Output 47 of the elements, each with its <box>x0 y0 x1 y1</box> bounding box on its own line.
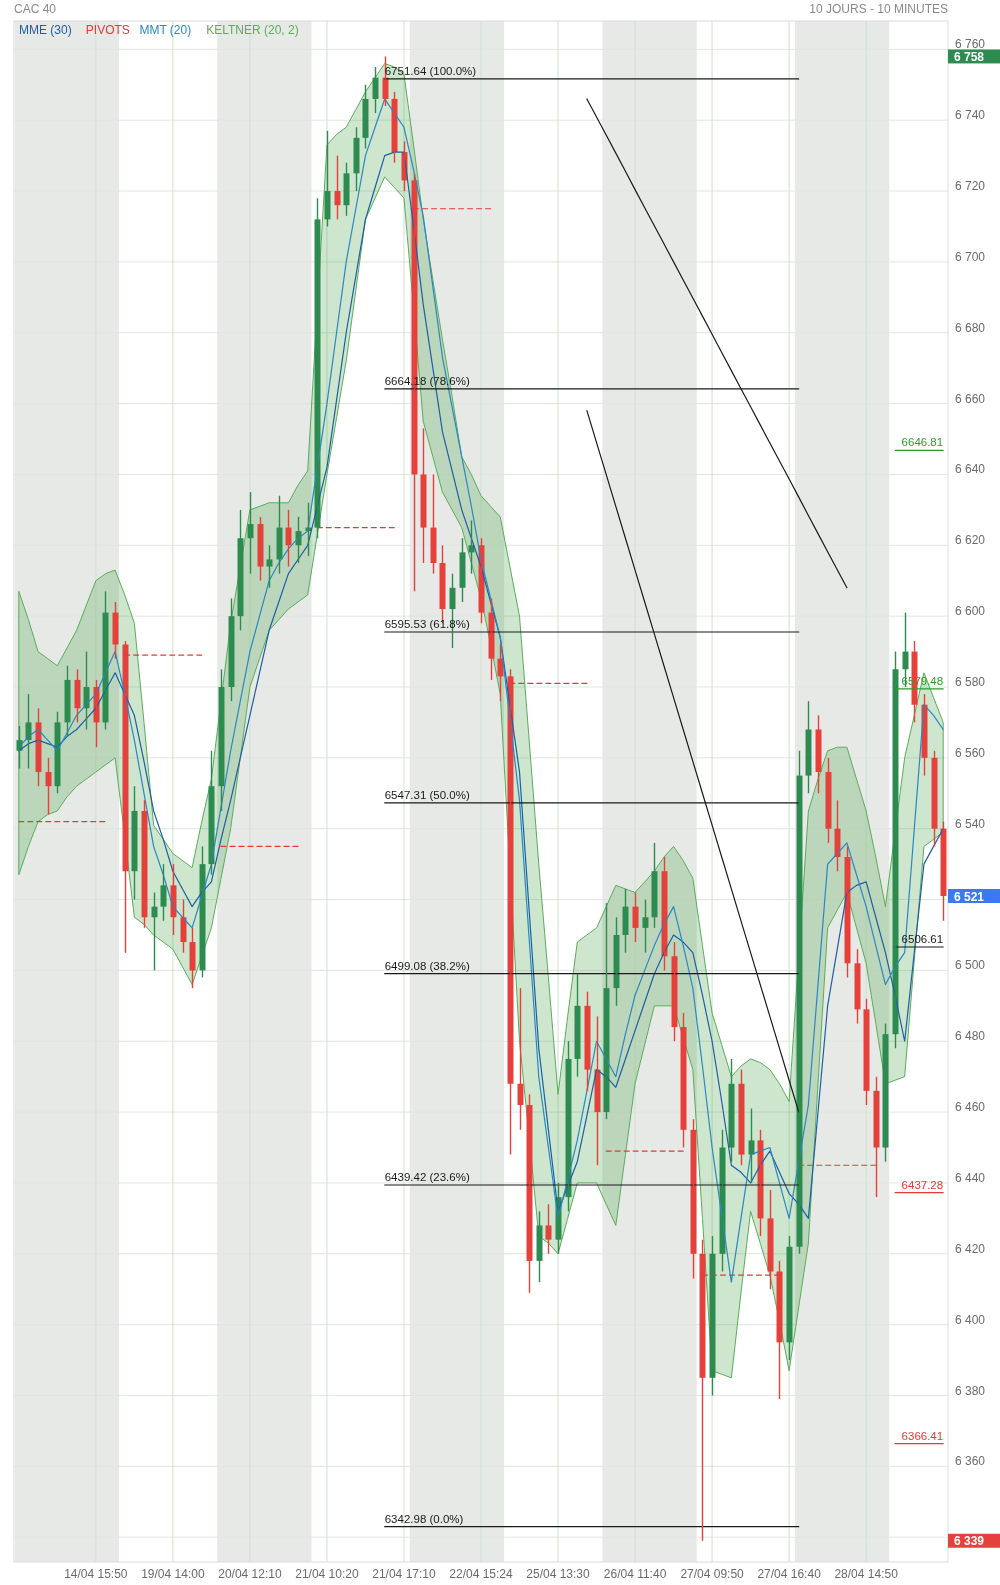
y-tick-label: 6 339 <box>954 1534 985 1549</box>
y-tick-label: 6 620 <box>955 533 986 548</box>
y-tick-label: 6 420 <box>955 1241 986 1256</box>
y-tick-label: 6 480 <box>955 1029 986 1044</box>
chart-title: CAC 40 <box>14 2 57 16</box>
y-tick-label: 6 600 <box>955 604 986 619</box>
x-tick-label: 19/04 14:00 <box>141 1567 205 1581</box>
legend-label: KELTNER (20, 2) <box>206 23 299 37</box>
x-tick-label: 14/04 15:50 <box>64 1567 128 1581</box>
x-tick-label: 20/04 12:10 <box>218 1567 282 1581</box>
y-tick-label: 6 521 <box>954 889 985 904</box>
data-label: 6499.08 (38.2%) <box>384 959 470 972</box>
y-tick-label: 6 700 <box>955 249 986 264</box>
chart-subtitle: 10 JOURS - 10 MINUTES <box>809 2 948 16</box>
text: PIVOTS <box>85 23 130 37</box>
y-tick-label: 6 460 <box>955 1100 986 1115</box>
x-tick-label: 26/04 11:40 <box>603 1567 667 1581</box>
text: MME (30) <box>19 23 72 37</box>
y-tick-label: 6 760 <box>955 37 986 52</box>
x-tick-label: 27/04 16:40 <box>757 1567 822 1581</box>
x-tick-label: 28/04 14:50 <box>834 1567 899 1581</box>
y-tick-label: 6 560 <box>955 745 986 760</box>
y-tick-label: 6 540 <box>955 816 986 831</box>
y-tick-label: 6 680 <box>955 320 986 335</box>
data-label: 6366.41 <box>901 1429 944 1442</box>
y-tick-label: 6 380 <box>955 1383 986 1398</box>
y-tick-label: 6 740 <box>955 108 986 123</box>
x-tick-label: 21/04 10:20 <box>295 1567 359 1581</box>
y-tick-label: 6 660 <box>955 391 986 406</box>
y-tick-label: 6 640 <box>955 462 986 477</box>
y-tick-label: 6 360 <box>955 1454 986 1469</box>
data-label: 6437.28 <box>901 1178 944 1191</box>
x-tick-label: 21/04 17:10 <box>372 1567 436 1581</box>
y-tick-label: 6 400 <box>955 1312 986 1327</box>
data-label: 6646.81 <box>901 436 944 449</box>
data-label: 6342.98 (0.0%) <box>384 1512 464 1525</box>
y-tick-label: 6 720 <box>955 179 986 194</box>
x-tick-label: 25/04 13:30 <box>526 1567 591 1581</box>
x-tick-label: 27/04 09:50 <box>680 1567 745 1581</box>
x-tick-label: 22/04 15:24 <box>449 1567 514 1581</box>
y-tick-label: 6 580 <box>955 675 986 689</box>
y-tick-label: 6 758 <box>954 49 985 64</box>
data-label: 6547.31 (50.0%) <box>384 788 470 801</box>
y-tick-label: 6 500 <box>955 958 986 973</box>
y-tick-label: 6 440 <box>955 1170 986 1185</box>
text: MMT (20) <box>139 23 192 37</box>
data-label: 6439.42 (23.6%) <box>384 1171 470 1183</box>
